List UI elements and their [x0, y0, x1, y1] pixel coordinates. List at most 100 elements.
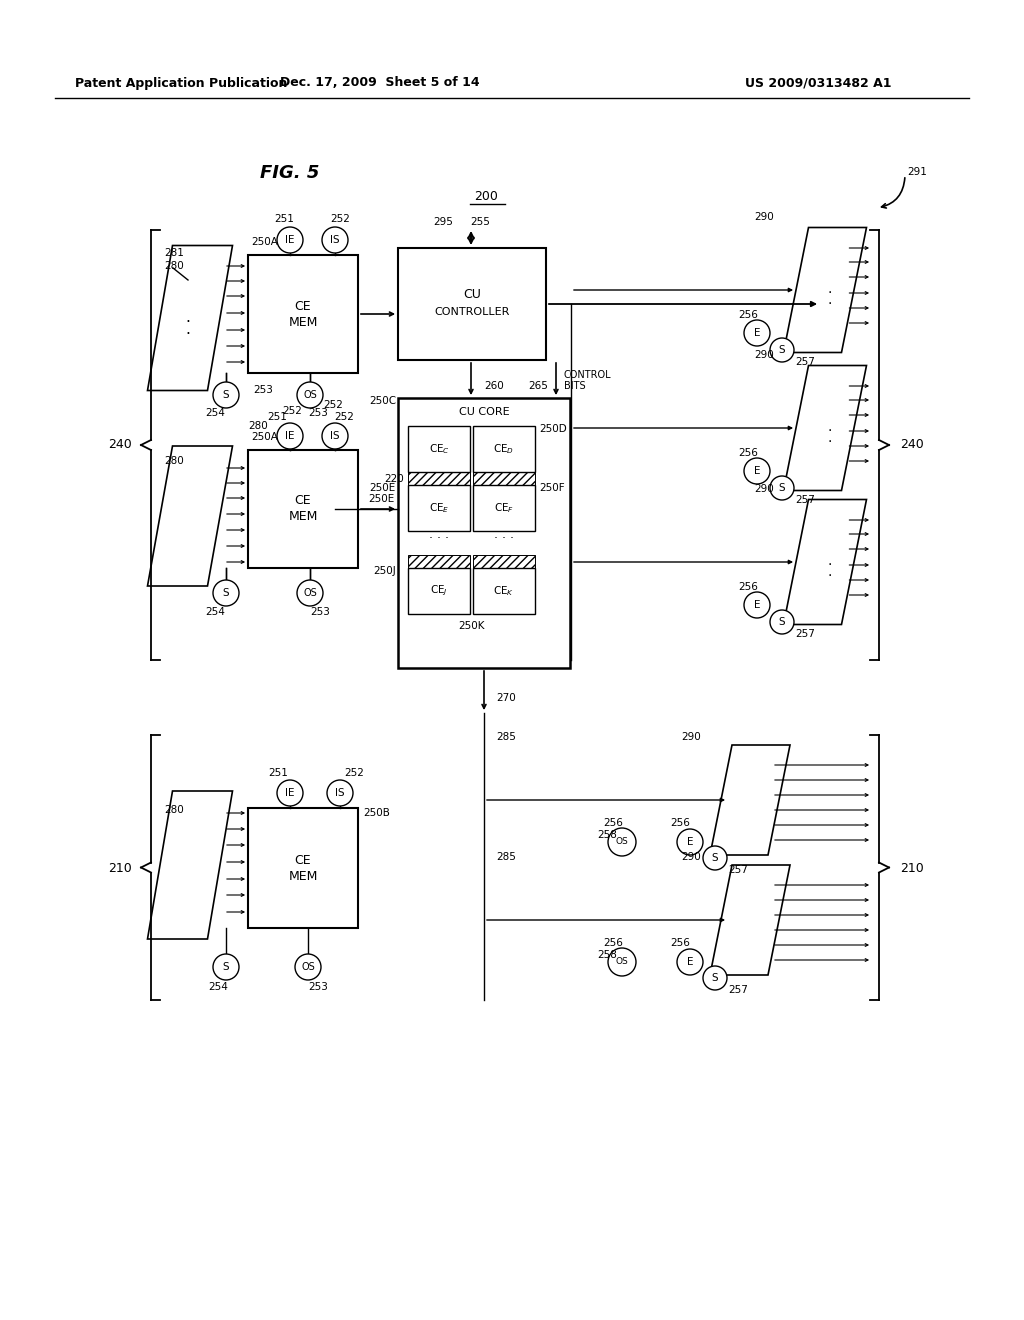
Text: 290: 290 — [755, 351, 774, 360]
Circle shape — [703, 846, 727, 870]
Text: 254: 254 — [208, 982, 228, 993]
Text: 290: 290 — [681, 733, 701, 742]
Circle shape — [322, 227, 348, 253]
Text: 290: 290 — [681, 851, 701, 862]
Text: 252: 252 — [330, 214, 350, 224]
Text: 255: 255 — [470, 216, 489, 227]
Text: ·: · — [827, 436, 833, 449]
Text: 256: 256 — [603, 939, 623, 948]
Circle shape — [278, 422, 303, 449]
Text: US 2009/0313482 A1: US 2009/0313482 A1 — [745, 77, 892, 90]
Bar — [473, 473, 535, 484]
Text: 256: 256 — [670, 939, 690, 948]
Bar — [408, 426, 470, 473]
Circle shape — [703, 966, 727, 990]
Text: 270: 270 — [496, 693, 516, 704]
Bar — [408, 554, 470, 568]
Text: 257: 257 — [795, 495, 815, 506]
Text: IE: IE — [286, 788, 295, 799]
Text: MEM: MEM — [289, 315, 317, 329]
Text: 250C: 250C — [369, 396, 396, 407]
Text: ·: · — [827, 424, 833, 438]
Text: ·: · — [827, 297, 833, 312]
Text: ·: · — [827, 286, 833, 300]
Text: E: E — [687, 837, 693, 847]
Text: 250F: 250F — [539, 483, 564, 492]
Text: E: E — [687, 957, 693, 968]
Text: MEM: MEM — [289, 870, 317, 883]
Text: S: S — [222, 389, 229, 400]
Text: CE$_D$: CE$_D$ — [494, 442, 515, 455]
Circle shape — [213, 381, 239, 408]
Text: CE$_E$: CE$_E$ — [429, 502, 450, 515]
Text: 252: 252 — [323, 400, 343, 411]
Text: 290: 290 — [755, 213, 774, 223]
Text: 240: 240 — [900, 438, 924, 451]
Text: 258: 258 — [597, 830, 616, 840]
Polygon shape — [710, 865, 790, 975]
Circle shape — [213, 954, 239, 979]
Text: CE$_F$: CE$_F$ — [494, 502, 514, 515]
Bar — [408, 484, 470, 531]
Text: 257: 257 — [795, 630, 815, 639]
Text: CU CORE: CU CORE — [459, 407, 509, 417]
Text: 251: 251 — [274, 214, 294, 224]
Text: 250E: 250E — [370, 483, 396, 492]
Text: OS: OS — [615, 957, 629, 966]
Circle shape — [744, 591, 770, 618]
Text: CU: CU — [463, 289, 481, 301]
Text: FIG. 5: FIG. 5 — [260, 164, 319, 182]
Text: 280: 280 — [164, 805, 183, 814]
Polygon shape — [783, 227, 866, 352]
Text: 250K: 250K — [459, 620, 484, 631]
Text: 290: 290 — [755, 484, 774, 495]
Text: OS: OS — [301, 962, 314, 972]
Text: CE: CE — [295, 854, 311, 866]
Text: 257: 257 — [728, 985, 748, 995]
Text: IE: IE — [286, 235, 295, 246]
Circle shape — [297, 579, 323, 606]
Text: OS: OS — [303, 587, 316, 598]
Bar — [248, 808, 358, 928]
Circle shape — [213, 579, 239, 606]
Text: 250B: 250B — [362, 808, 390, 818]
Text: IS: IS — [330, 432, 340, 441]
Text: ·: · — [827, 569, 833, 583]
Text: CE: CE — [295, 495, 311, 507]
Text: 250A: 250A — [251, 432, 278, 442]
Circle shape — [608, 828, 636, 855]
Text: 210: 210 — [900, 862, 924, 874]
Text: Dec. 17, 2009  Sheet 5 of 14: Dec. 17, 2009 Sheet 5 of 14 — [281, 77, 480, 90]
Bar — [473, 484, 535, 531]
Text: 220: 220 — [384, 474, 404, 484]
Text: 252: 252 — [282, 407, 302, 416]
Bar — [408, 473, 470, 484]
Text: 285: 285 — [496, 733, 516, 742]
Circle shape — [278, 780, 303, 807]
Text: 265: 265 — [528, 381, 548, 391]
Text: CONTROLLER: CONTROLLER — [434, 308, 510, 317]
Text: E: E — [754, 601, 760, 610]
Bar — [408, 568, 470, 614]
Circle shape — [744, 319, 770, 346]
Text: 253: 253 — [310, 607, 330, 616]
Text: S: S — [778, 616, 785, 627]
Text: OS: OS — [303, 389, 316, 400]
Text: 256: 256 — [670, 818, 690, 828]
Text: OS: OS — [615, 837, 629, 846]
Text: 256: 256 — [603, 818, 623, 828]
Text: ·: · — [827, 558, 833, 572]
Text: S: S — [222, 587, 229, 598]
Text: BITS: BITS — [564, 381, 586, 391]
Circle shape — [677, 949, 703, 975]
Circle shape — [322, 422, 348, 449]
Text: 200: 200 — [474, 190, 498, 203]
Text: S: S — [712, 973, 718, 983]
Text: IS: IS — [335, 788, 345, 799]
Text: 250J: 250J — [374, 566, 396, 576]
Text: 253: 253 — [253, 385, 273, 395]
Text: CE$_C$: CE$_C$ — [428, 442, 450, 455]
Circle shape — [608, 948, 636, 975]
Text: E: E — [754, 466, 760, 477]
Text: 256: 256 — [738, 447, 758, 458]
